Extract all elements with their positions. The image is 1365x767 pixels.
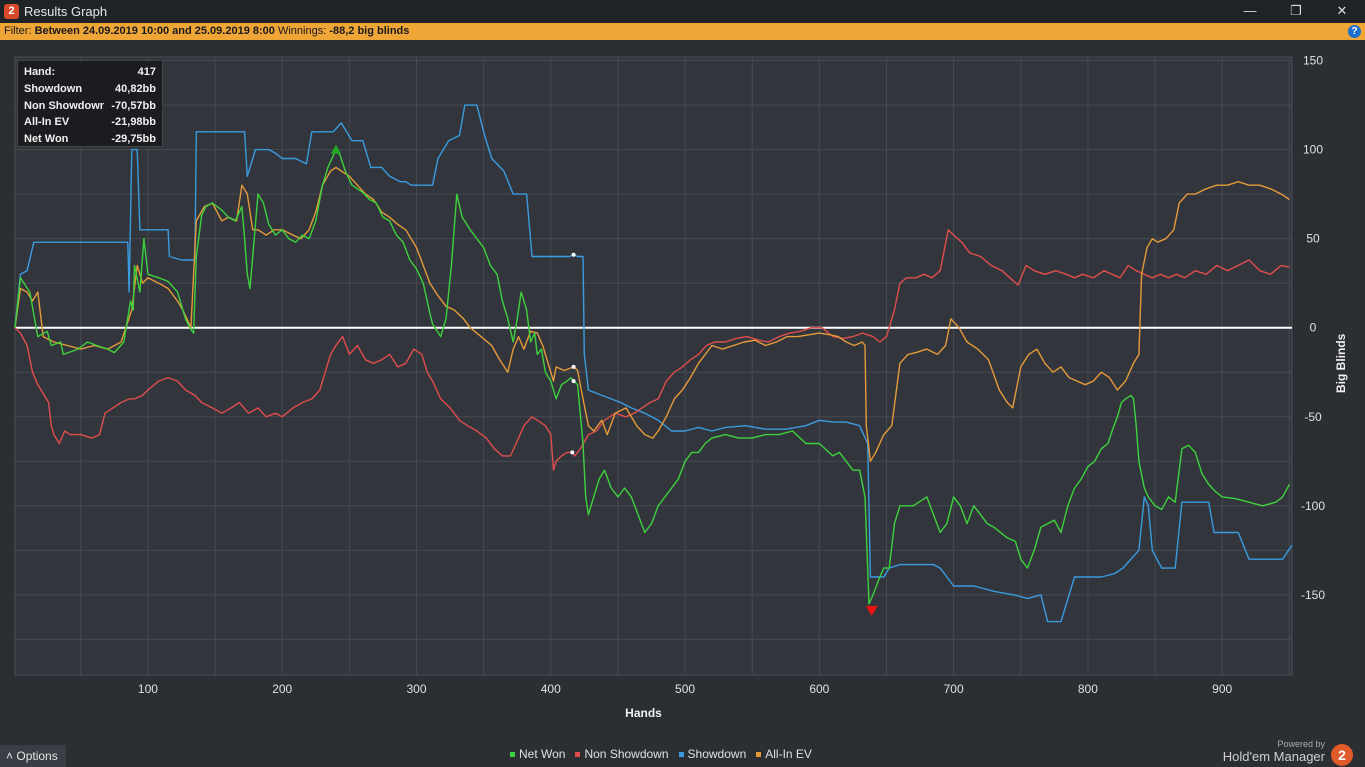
tooltip-value: 40,82bb	[115, 82, 156, 95]
tooltip-value: -21,98bb	[111, 116, 156, 129]
chart-svg[interactable]: 100 200 300 400 500 600 700 800 900150100500-50-…	[0, 40, 1365, 744]
legend-label: Non Showdown	[584, 747, 669, 761]
x-tick-label: 300	[406, 682, 426, 696]
filter-label: Filter:	[4, 25, 32, 37]
legend-item[interactable]: Net Won	[510, 747, 565, 761]
series-line	[14, 166, 1290, 462]
hover-point	[571, 364, 576, 369]
tooltip-label: Net Won	[24, 133, 69, 146]
tooltip-label: Showdown	[24, 82, 83, 95]
series-line	[14, 148, 1290, 605]
tooltip-label: Non Showdown	[24, 99, 104, 112]
help-icon[interactable]: ?	[1348, 25, 1361, 38]
title-bar: 2 Results Graph — ❐ ✕	[0, 0, 1365, 23]
options-label: Options	[16, 749, 58, 763]
powered-by-label: Powered by	[1277, 739, 1325, 749]
y-axis-label: Big Blinds	[1334, 333, 1348, 393]
x-tick-label: 700	[944, 682, 964, 696]
tooltip-value: -70,57bb	[111, 99, 156, 112]
tooltip-label: Hand:	[24, 66, 56, 78]
min-marker	[865, 605, 878, 616]
y-tick-label: -100	[1301, 499, 1325, 513]
x-tick-label: 600	[809, 682, 829, 696]
x-tick-label: 400	[541, 682, 561, 696]
results-graph[interactable]: 100 200 300 400 500 600 700 800 900 150 100 50 0 -50-…	[0, 40, 1365, 744]
chevron-up-icon: ˄	[6, 749, 14, 763]
series-line	[14, 229, 1290, 471]
hover-tooltip: Hand: 417 Showdown 40,82bb Non Showdown -70,5…	[17, 60, 163, 147]
tooltip-row: Non Showdown -70,57bb	[24, 98, 156, 115]
plot-background	[14, 56, 1293, 676]
legend-swatch	[510, 751, 515, 757]
app-logo-icon: 2	[4, 4, 19, 19]
legend-swatch	[678, 751, 684, 757]
hover-point	[571, 379, 576, 384]
tooltip-row: All-In EV -21,98bb	[24, 114, 156, 131]
legend-swatch	[575, 751, 581, 757]
legend-label: Net Won	[519, 747, 566, 761]
filter-range: Between 24.09.2019 10:00 and 25.09.2019 …	[34, 25, 275, 37]
y-tick-label: 150	[1303, 54, 1323, 68]
x-tick-label: 900	[1212, 682, 1232, 696]
winnings-label: Winnings:	[277, 25, 327, 37]
y-tick-label: -50	[1304, 410, 1322, 424]
legend-swatch	[756, 751, 762, 757]
x-tick-label: 200	[272, 682, 292, 696]
tooltip-value: 417	[137, 66, 156, 78]
tooltip-row: Showdown 40,82bb	[24, 81, 156, 98]
legend-item[interactable]: Non Showdown	[575, 747, 669, 761]
footer-bar: ˄ Options Net Won Non Showdown Showdown All…	[0, 739, 1365, 767]
filter-bar[interactable]: Filter: Between 24.09.2019 10:00 and 25.…	[0, 23, 1365, 40]
x-tick-label: 100	[138, 682, 158, 696]
legend-label: Showdown	[687, 747, 747, 761]
brand-logo-icon: 2	[1331, 744, 1353, 766]
brand-name: Hold'em Manager	[1222, 749, 1325, 764]
close-button[interactable]: ✕	[1336, 3, 1348, 18]
x-tick-label: 500	[675, 682, 695, 696]
legend-item[interactable]: Showdown	[678, 747, 747, 761]
y-tick-label: -150	[1301, 588, 1325, 602]
powered-by: Powered by Hold'em Manager	[1223, 739, 1325, 764]
hover-point	[571, 252, 576, 257]
series-line	[14, 104, 1293, 623]
y-tick-label: 50	[1306, 232, 1320, 246]
x-axis-label: Hands	[625, 706, 662, 720]
tooltip-row: Hand: 417	[24, 64, 156, 81]
restore-button[interactable]: ❐	[1290, 3, 1302, 18]
tooltip-label: All-In EV	[24, 116, 70, 129]
y-tick-label: 100	[1303, 143, 1323, 157]
chart-legend: Net Won Non Showdown Showdown All-In EV	[510, 747, 812, 761]
x-tick-label: 800	[1078, 682, 1098, 696]
window-title: Results Graph	[24, 4, 108, 19]
hover-point	[570, 450, 575, 455]
tooltip-value: -29,75bb	[111, 133, 156, 146]
max-marker	[330, 144, 341, 154]
y-tick-label: 0	[1310, 321, 1317, 335]
legend-label: All-In EV	[765, 747, 812, 761]
tooltip-row: Net Won -29,75bb	[24, 131, 156, 148]
legend-item[interactable]: All-In EV	[756, 747, 812, 761]
minimize-button[interactable]: —	[1243, 3, 1257, 18]
options-button[interactable]: ˄ Options	[0, 745, 66, 767]
winnings-value: -88,2 big blinds	[329, 25, 410, 37]
